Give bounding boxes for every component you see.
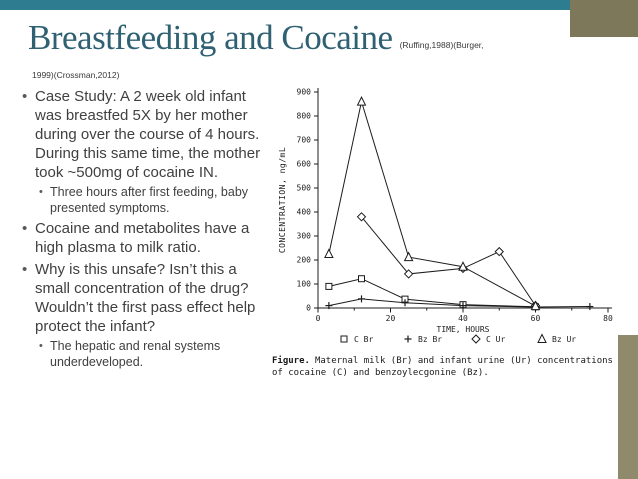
svg-text:0: 0 xyxy=(306,304,311,313)
bullet-glyph: • xyxy=(39,186,43,198)
legend-item-C-Ur: C Ur xyxy=(471,334,505,344)
svg-text:Bz Ur: Bz Ur xyxy=(552,335,576,344)
svg-text:CONCENTRATION, ng/mL: CONCENTRATION, ng/mL xyxy=(278,147,287,253)
bullet-list: • Case Study: A 2 week old infant was bre… xyxy=(22,84,274,370)
bullet-text: Why is this unsafe? Isn’t this a small c… xyxy=(35,261,256,335)
svg-text:400: 400 xyxy=(297,208,312,217)
right-accent-strip xyxy=(618,335,638,479)
legend-item-Bz-Ur: Bz Ur xyxy=(537,333,576,344)
figure-caption-label: Figure. xyxy=(272,356,310,366)
svg-text:600: 600 xyxy=(297,160,312,169)
bullet-text: Cocaine and metabolites have a high plas… xyxy=(35,220,250,256)
svg-text:800: 800 xyxy=(297,112,312,121)
svg-text:C Br: C Br xyxy=(354,335,373,344)
figure-panel: 0 100 200 300 400 500 600 700 800 900 0 20 40 60 80 CON… xyxy=(272,84,616,379)
page-title: Breastfeeding and Cocaine xyxy=(28,18,393,57)
svg-text:40: 40 xyxy=(458,314,468,323)
chart-axes xyxy=(317,88,612,309)
bullet-item: • Three hours after first feeding, baby p… xyxy=(39,184,274,216)
figure-chart: 0 100 200 300 400 500 600 700 800 900 0 20 40 60 80 CON… xyxy=(272,84,616,352)
citation-inline: (Ruffing,1988)(Burger, xyxy=(399,39,484,50)
svg-text:TIME, HOURS: TIME, HOURS xyxy=(437,325,490,334)
svg-text:C Ur: C Ur xyxy=(486,335,505,344)
bullet-glyph: • xyxy=(22,261,28,278)
bullet-item: • Why is this unsafe? Isn’t this a small … xyxy=(22,260,274,336)
bullet-text: Three hours after first feeding, baby pr… xyxy=(50,185,249,215)
bullet-glyph: • xyxy=(22,220,28,237)
svg-text:20: 20 xyxy=(386,314,396,323)
svg-text:60: 60 xyxy=(531,314,541,323)
title-row: Breastfeeding and Cocaine (Ruffing,1988)… xyxy=(28,18,484,57)
bullet-item: • Cocaine and metabolites have a high pla… xyxy=(22,219,274,257)
bullet-text: The hepatic and renal systems underdevel… xyxy=(50,339,221,369)
svg-text:200: 200 xyxy=(297,256,312,265)
svg-text:80: 80 xyxy=(603,314,613,323)
series-C-Ur xyxy=(356,212,541,311)
series-Bz-Br xyxy=(325,295,594,311)
concentration-time-chart: 0 100 200 300 400 500 600 700 800 900 0 20 40 60 80 CON… xyxy=(278,88,613,345)
corner-accent-block xyxy=(570,0,638,37)
svg-text:Bz Br: Bz Br xyxy=(418,335,442,344)
legend-item-C-Br: C Br xyxy=(340,335,373,344)
figure-caption: Figure. Maternal milk (Br) and infant uri… xyxy=(272,356,616,379)
bullet-item: • The hepatic and renal systems underdeve… xyxy=(39,338,274,370)
svg-text:500: 500 xyxy=(297,184,312,193)
bullet-glyph: • xyxy=(39,340,43,352)
series-Bz-Ur xyxy=(324,95,541,311)
legend-item-Bz-Br: Bz Br xyxy=(404,335,442,344)
bullet-text: Case Study: A 2 week old infant was brea… xyxy=(35,88,261,181)
bullet-item: • Case Study: A 2 week old infant was bre… xyxy=(22,87,274,182)
top-accent-bar xyxy=(0,0,638,10)
svg-text:300: 300 xyxy=(297,232,312,241)
svg-text:700: 700 xyxy=(297,136,312,145)
citation-wrap: 1999)(Crossman,2012) xyxy=(32,70,120,80)
series-C-Br xyxy=(325,275,539,311)
svg-text:100: 100 xyxy=(297,280,312,289)
svg-text:0: 0 xyxy=(316,314,321,323)
figure-caption-text: Maternal milk (Br) and infant urine (Ur)… xyxy=(272,356,613,378)
bullet-glyph: • xyxy=(22,88,28,105)
svg-text:900: 900 xyxy=(297,88,312,97)
